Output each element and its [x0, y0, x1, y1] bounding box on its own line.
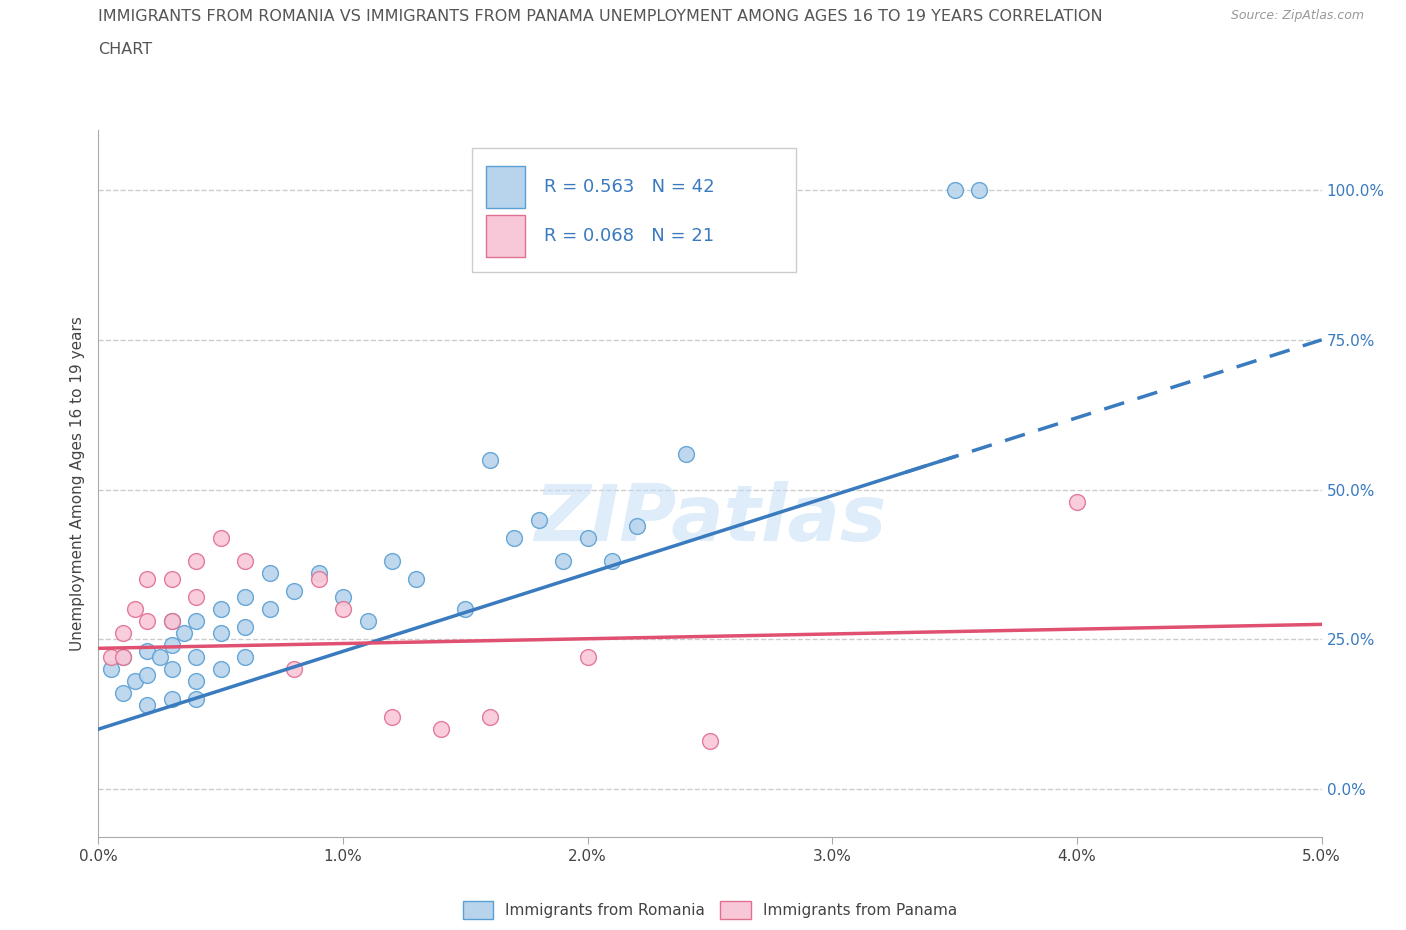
Point: [1066, 494, 1088, 509]
FancyBboxPatch shape: [486, 215, 526, 258]
Point: [233, 590, 256, 604]
Point: [111, 626, 134, 641]
Point: [259, 602, 281, 617]
Text: R = 0.068   N = 21: R = 0.068 N = 21: [544, 227, 714, 246]
Point: [136, 614, 159, 629]
Point: [233, 620, 256, 635]
Point: [100, 662, 122, 677]
Point: [111, 685, 134, 700]
Text: Source: ZipAtlas.com: Source: ZipAtlas.com: [1230, 9, 1364, 22]
Text: IMMIGRANTS FROM ROMANIA VS IMMIGRANTS FROM PANAMA UNEMPLOYMENT AMONG AGES 16 TO : IMMIGRANTS FROM ROMANIA VS IMMIGRANTS FR…: [98, 9, 1104, 24]
Point: [160, 662, 183, 677]
Point: [675, 446, 697, 461]
Point: [308, 566, 330, 581]
Point: [209, 626, 232, 641]
Point: [124, 602, 146, 617]
Point: [308, 572, 330, 587]
Point: [111, 650, 134, 665]
Point: [381, 710, 404, 724]
Point: [124, 674, 146, 689]
Point: [136, 572, 159, 587]
Point: [553, 554, 575, 569]
Point: [576, 530, 599, 545]
Point: [283, 662, 305, 677]
Point: [527, 512, 550, 527]
Point: [209, 662, 232, 677]
Point: [332, 602, 354, 617]
Point: [209, 602, 232, 617]
Point: [186, 692, 208, 707]
Point: [186, 674, 208, 689]
Point: [136, 668, 159, 683]
Point: [136, 698, 159, 712]
Point: [454, 602, 477, 617]
Point: [405, 572, 427, 587]
Point: [186, 614, 208, 629]
Point: [100, 650, 122, 665]
Legend: Immigrants from Romania, Immigrants from Panama: Immigrants from Romania, Immigrants from…: [457, 895, 963, 924]
Text: CHART: CHART: [98, 42, 152, 57]
Point: [233, 650, 256, 665]
Point: [160, 638, 183, 653]
Point: [111, 650, 134, 665]
Point: [967, 182, 990, 197]
Point: [160, 614, 183, 629]
Point: [209, 530, 232, 545]
Point: [259, 566, 281, 581]
Point: [136, 644, 159, 658]
Point: [283, 584, 305, 599]
Y-axis label: Unemployment Among Ages 16 to 19 years: Unemployment Among Ages 16 to 19 years: [69, 316, 84, 651]
Text: ZIPatlas: ZIPatlas: [534, 481, 886, 557]
Point: [943, 182, 966, 197]
Point: [332, 590, 354, 604]
Point: [478, 452, 501, 467]
Point: [160, 614, 183, 629]
FancyBboxPatch shape: [471, 148, 796, 272]
Point: [186, 554, 208, 569]
Point: [381, 554, 404, 569]
Point: [233, 554, 256, 569]
Point: [478, 710, 501, 724]
Point: [186, 650, 208, 665]
Point: [356, 614, 378, 629]
Point: [173, 626, 195, 641]
Point: [503, 530, 526, 545]
Point: [576, 650, 599, 665]
Text: R = 0.563   N = 42: R = 0.563 N = 42: [544, 178, 714, 195]
Point: [626, 518, 648, 533]
Point: [430, 722, 453, 737]
Point: [699, 734, 721, 749]
Point: [160, 572, 183, 587]
FancyBboxPatch shape: [486, 166, 526, 208]
Point: [149, 650, 172, 665]
Point: [160, 692, 183, 707]
Point: [186, 590, 208, 604]
Point: [600, 554, 623, 569]
